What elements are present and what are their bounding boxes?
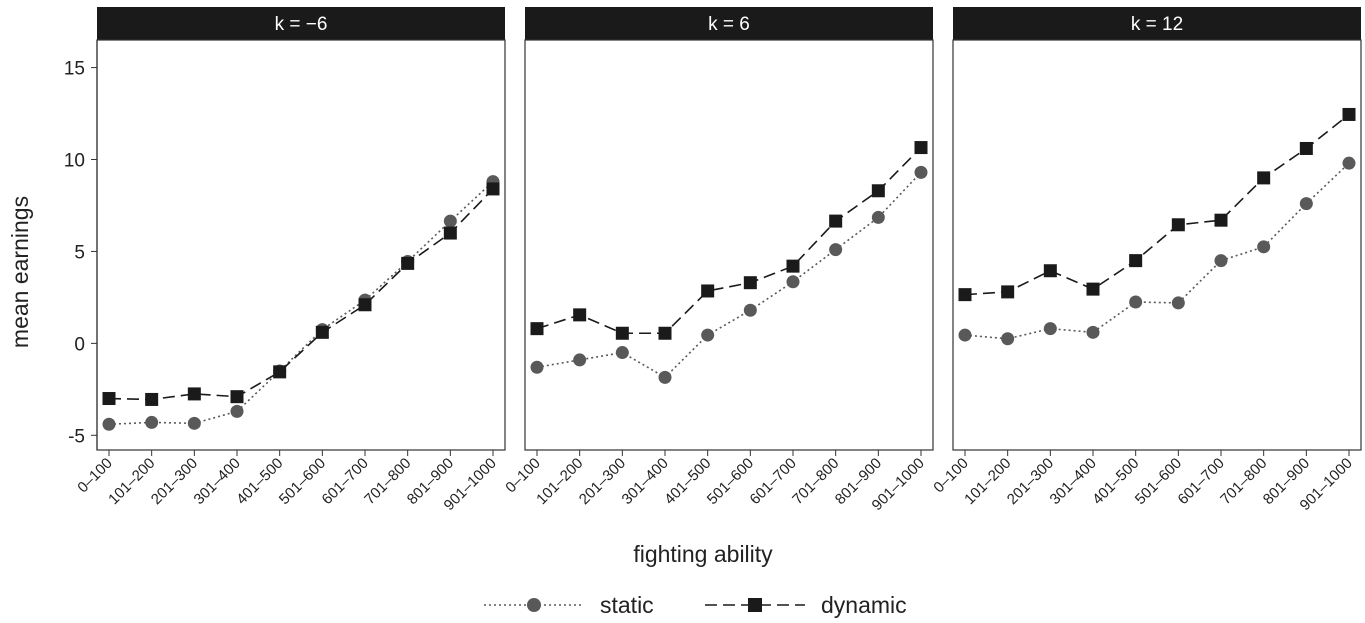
point-dynamic bbox=[230, 390, 244, 404]
point-dynamic bbox=[786, 259, 800, 273]
panel-2: k = 60–100101–200201–300301–400401–50050… bbox=[502, 7, 934, 514]
point-static bbox=[530, 360, 544, 374]
point-dynamic bbox=[1129, 254, 1143, 268]
x-tick-label: 0–100 bbox=[930, 455, 972, 497]
panel-strip bbox=[97, 7, 505, 40]
point-dynamic bbox=[615, 326, 629, 340]
point-static bbox=[187, 416, 201, 430]
point-static bbox=[701, 328, 715, 342]
point-dynamic bbox=[1001, 285, 1015, 299]
point-dynamic bbox=[1214, 213, 1228, 227]
legend-marker bbox=[748, 598, 762, 612]
point-static bbox=[145, 415, 159, 429]
point-static bbox=[829, 243, 843, 257]
y-tick-label: 0 bbox=[74, 334, 85, 355]
point-dynamic bbox=[443, 226, 457, 240]
point-dynamic bbox=[145, 392, 159, 406]
panel-title: k = 12 bbox=[1131, 14, 1183, 35]
point-static bbox=[1214, 254, 1228, 268]
point-dynamic bbox=[914, 141, 928, 155]
point-dynamic bbox=[701, 284, 715, 298]
point-static bbox=[658, 370, 672, 384]
point-dynamic bbox=[829, 214, 843, 228]
legend-label: static bbox=[600, 592, 654, 618]
series-line-dynamic bbox=[108, 188, 494, 401]
point-dynamic bbox=[958, 288, 972, 302]
point-dynamic bbox=[358, 298, 372, 312]
legend-entry-dynamic: dynamic bbox=[705, 592, 907, 618]
point-static bbox=[1043, 322, 1057, 336]
point-dynamic bbox=[401, 256, 415, 270]
point-static bbox=[1171, 296, 1185, 310]
point-dynamic bbox=[1086, 282, 1100, 296]
point-dynamic bbox=[102, 392, 116, 406]
point-dynamic bbox=[1171, 218, 1185, 232]
point-dynamic bbox=[573, 308, 587, 322]
point-dynamic bbox=[486, 182, 500, 196]
point-static bbox=[1342, 156, 1356, 170]
x-axis-title: fighting ability bbox=[633, 541, 773, 567]
point-dynamic bbox=[273, 365, 287, 379]
point-dynamic bbox=[1299, 141, 1313, 155]
legend: static dynamic bbox=[484, 592, 907, 618]
point-static bbox=[786, 275, 800, 289]
point-static bbox=[1086, 325, 1100, 339]
panel-title: k = 6 bbox=[708, 14, 750, 35]
point-static bbox=[1299, 197, 1313, 211]
facet-panels: k = −60–100101–200201–300301–400401–5005… bbox=[74, 7, 1362, 514]
panel-title: k = −6 bbox=[275, 14, 328, 35]
y-tick-label: -5 bbox=[68, 426, 85, 447]
y-tick-label: 5 bbox=[74, 242, 85, 263]
point-static bbox=[443, 214, 457, 228]
point-dynamic bbox=[1257, 171, 1271, 185]
point-dynamic bbox=[743, 276, 757, 290]
point-static bbox=[102, 417, 116, 431]
y-axis-title: mean earnings bbox=[7, 196, 33, 348]
point-static bbox=[958, 328, 972, 342]
series-line-static bbox=[536, 171, 922, 379]
point-static bbox=[1129, 295, 1143, 309]
point-static bbox=[615, 346, 629, 360]
point-static bbox=[871, 210, 885, 224]
point-dynamic bbox=[1043, 264, 1057, 278]
plot-frame bbox=[952, 39, 1362, 451]
plot-frame bbox=[96, 39, 506, 451]
series-line-dynamic bbox=[536, 146, 922, 335]
point-static bbox=[1257, 240, 1271, 254]
panel-3: k = 120–100101–200201–300301–400401–5005… bbox=[930, 7, 1362, 514]
point-static bbox=[914, 165, 928, 179]
legend-entry-static: static bbox=[484, 592, 654, 618]
point-dynamic bbox=[1342, 107, 1356, 121]
point-dynamic bbox=[871, 184, 885, 198]
plot-frame bbox=[524, 39, 934, 451]
panel-1: k = −60–100101–200201–300301–400401–5005… bbox=[74, 7, 506, 514]
point-static bbox=[1001, 332, 1015, 346]
point-dynamic bbox=[658, 326, 672, 340]
point-static bbox=[743, 303, 757, 317]
point-static bbox=[230, 404, 244, 418]
legend-label: dynamic bbox=[821, 592, 907, 618]
y-tick-label: 15 bbox=[64, 59, 85, 80]
x-tick-label: 0–100 bbox=[74, 455, 116, 497]
point-dynamic bbox=[315, 325, 329, 339]
point-dynamic bbox=[187, 387, 201, 401]
y-tick-label: 10 bbox=[64, 151, 85, 172]
panel-strip bbox=[525, 7, 933, 40]
y-axis: -5 0 5 10 15 bbox=[64, 40, 98, 450]
x-tick-label: 0–100 bbox=[502, 455, 544, 497]
legend-marker bbox=[527, 598, 541, 612]
point-dynamic bbox=[530, 322, 544, 336]
point-static bbox=[573, 353, 587, 367]
series-line-static bbox=[108, 180, 494, 426]
series-line-dynamic bbox=[964, 113, 1350, 296]
panel-strip bbox=[953, 7, 1361, 40]
